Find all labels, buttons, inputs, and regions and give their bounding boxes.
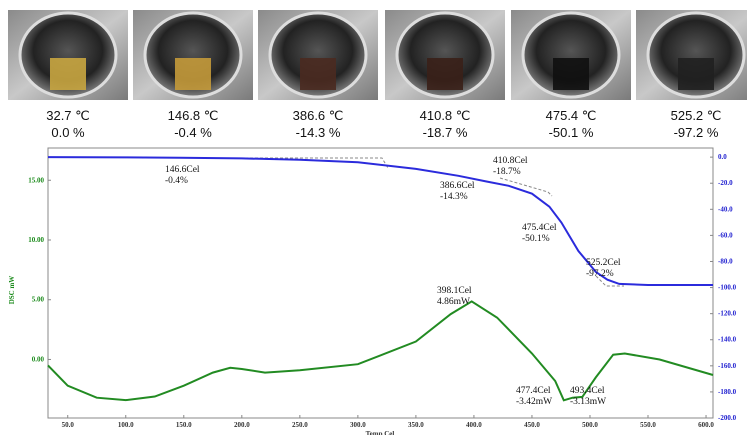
x-tick-label: 400.0	[466, 421, 482, 429]
annotation: -3.42mW	[516, 397, 552, 407]
series-line	[47, 156, 713, 286]
photo-mass-change: 0.0 %	[51, 125, 85, 140]
x-tick-label: 100.0	[118, 421, 134, 429]
photo-temperature: 32.7 ℃	[46, 108, 90, 123]
photo-mass-change: -18.7 %	[423, 125, 468, 140]
y2-tick-label: -80.0	[718, 257, 733, 265]
photo-dish	[395, 11, 495, 99]
y2-tick-label: -120.0	[718, 310, 737, 318]
photo-sample	[175, 58, 211, 90]
x-tick-label: 550.0	[640, 421, 656, 429]
y2-tick-label: -40.0	[718, 205, 733, 213]
annotation: -3.13mW	[570, 397, 606, 407]
annotation: -18.7%	[493, 167, 521, 177]
y-tick-label: 10.00	[28, 236, 44, 244]
x-axis-label: Temp Cel	[366, 430, 395, 435]
x-tick-label: 600.0	[698, 421, 714, 429]
photo-dish	[143, 11, 243, 99]
y2-tick-label: -180.0	[718, 388, 737, 396]
photo-dish	[521, 11, 621, 99]
y2-tick-label: 0.0	[718, 153, 727, 161]
y2-tick-label: -60.0	[718, 231, 733, 239]
annotation: 525.2Cel	[586, 258, 621, 268]
tangent-line	[499, 177, 553, 197]
annotation: 493.4Cel	[570, 386, 605, 396]
y-tick-label: 15.00	[28, 176, 44, 184]
photo-dish	[268, 11, 368, 99]
tangent-line	[190, 157, 389, 169]
y2-tick-label: -20.0	[718, 179, 733, 187]
annotation: 477.4Cel	[516, 386, 551, 396]
y-axis-label: DSC mW	[8, 276, 16, 305]
photo-temperature: 146.8 ℃	[168, 108, 219, 123]
annotation: -97.2%	[586, 269, 614, 279]
photo-sample	[50, 58, 86, 90]
photo-temperature: 410.8 ℃	[420, 108, 471, 123]
photo-dish	[646, 11, 746, 99]
y-tick-label: 5.00	[32, 296, 45, 304]
annotation: 4.86mW	[437, 297, 470, 307]
x-tick-label: 350.0	[408, 421, 424, 429]
annotation: 410.8Cel	[493, 156, 528, 166]
plot-frame	[47, 147, 714, 419]
x-tick-label: 150.0	[176, 421, 192, 429]
photo-mass-change: -14.3 %	[296, 125, 341, 140]
x-tick-label: 250.0	[292, 421, 308, 429]
x-tick-label: 200.0	[234, 421, 250, 429]
photo-temperature: 475.4 ℃	[546, 108, 597, 123]
y2-tick-label: -140.0	[718, 336, 737, 344]
photo-mass-change: -97.2 %	[674, 125, 719, 140]
tangent-line	[595, 275, 624, 287]
photo-sample	[678, 58, 714, 90]
annotation: -0.4%	[165, 176, 188, 186]
photo-sample	[300, 58, 336, 90]
y2-tick-label: -160.0	[718, 362, 737, 370]
annotation: 398.1Cel	[437, 286, 472, 296]
annotation: -50.1%	[522, 234, 550, 244]
annotation: 475.4Cel	[522, 223, 557, 233]
x-tick-label: 450.0	[524, 421, 540, 429]
photo-mass-change: -0.4 %	[174, 125, 212, 140]
x-tick-label: 300.0	[350, 421, 366, 429]
photo-mass-change: -50.1 %	[549, 125, 594, 140]
photo-sample	[427, 58, 463, 90]
annotation: 146.6Cel	[165, 165, 200, 175]
photo-temperature: 525.2 ℃	[671, 108, 722, 123]
x-tick-label: 500.0	[582, 421, 598, 429]
photo-temperature: 386.6 ℃	[293, 108, 344, 123]
photo-sample	[553, 58, 589, 90]
y-tick-label: 0.00	[32, 355, 45, 363]
annotation: 386.6Cel	[440, 181, 475, 191]
x-tick-label: 50.0	[62, 421, 75, 429]
annotation: -14.3%	[440, 192, 468, 202]
y2-tick-label: -200.0	[718, 414, 737, 422]
series-line	[47, 300, 714, 402]
photo-dish	[18, 11, 118, 99]
y2-tick-label: -100.0	[718, 284, 737, 292]
